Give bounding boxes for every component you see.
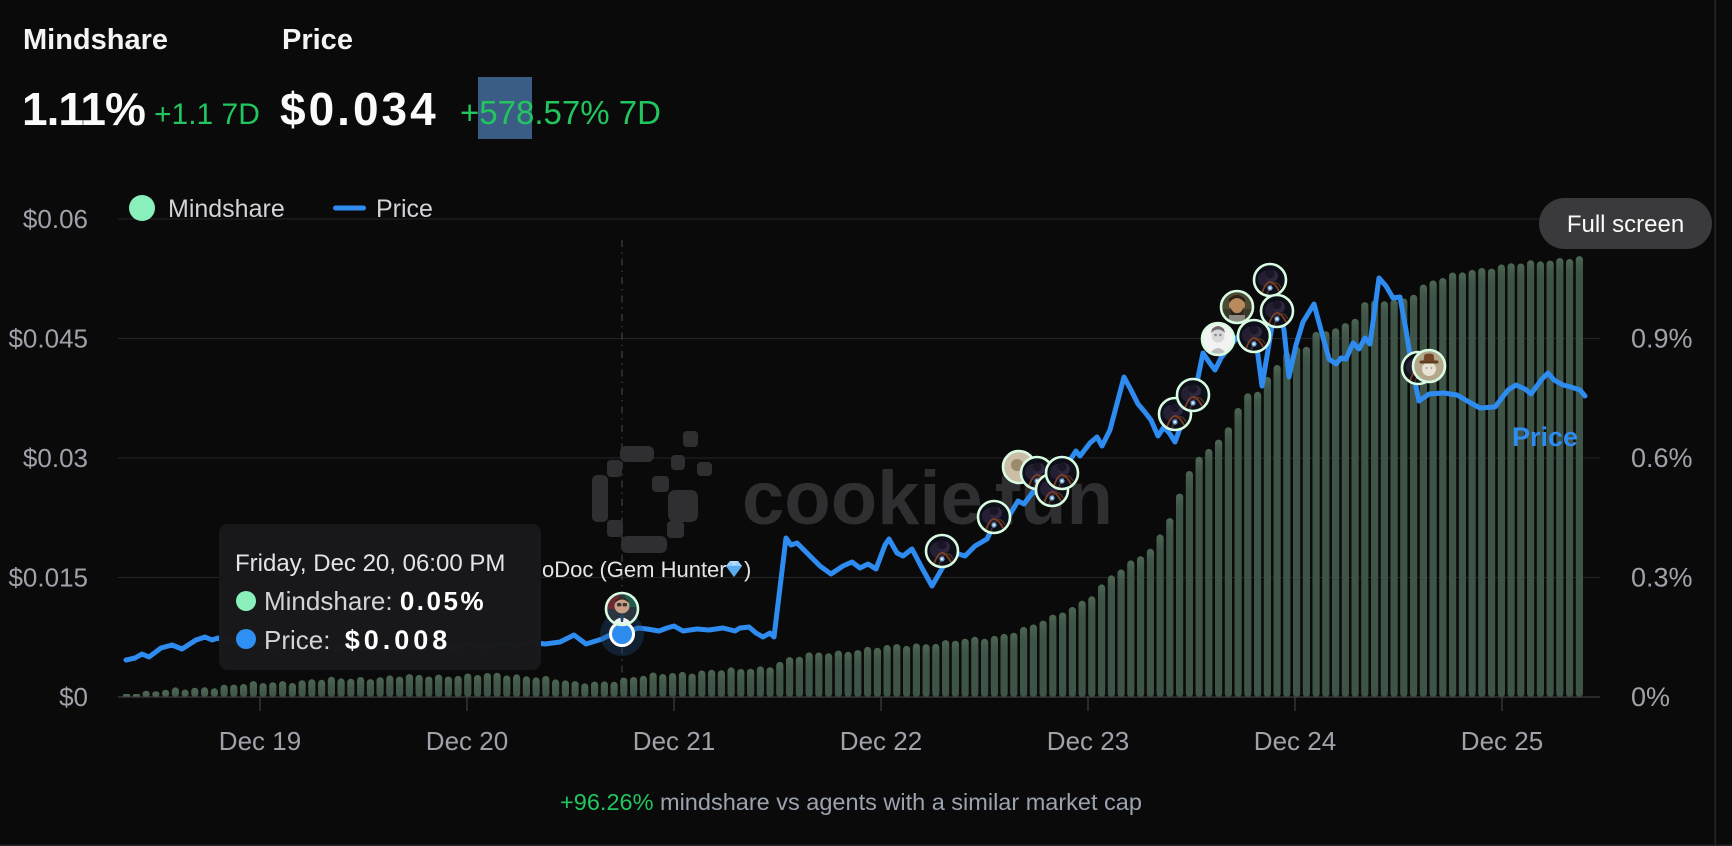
svg-text:Dec 25: Dec 25 <box>1461 726 1543 756</box>
svg-text:0.6%: 0.6% <box>1631 443 1693 473</box>
svg-text:+96.26% mindshare vs agents wi: +96.26% mindshare vs agents with a simil… <box>560 789 1142 815</box>
svg-text:Dec 20: Dec 20 <box>426 726 508 756</box>
svg-text:Price: $0.008: Price: $0.008 <box>264 625 451 655</box>
svg-text:Mindshare: Mindshare <box>168 195 285 223</box>
svg-text:Dec 22: Dec 22 <box>840 726 922 756</box>
svg-text:Dec 24: Dec 24 <box>1254 726 1336 756</box>
svg-text:oDoc (Gem Hunter: oDoc (Gem Hunter <box>542 557 727 582</box>
svg-text:1.11%: 1.11% <box>22 83 145 135</box>
svg-text:0.3%: 0.3% <box>1631 563 1693 593</box>
svg-text:Mindshare: 0.05%: Mindshare: 0.05% <box>264 586 486 616</box>
svg-text:$0.03: $0.03 <box>23 443 88 473</box>
svg-text:Price: Price <box>282 24 353 56</box>
svg-text:$0.015: $0.015 <box>8 563 88 593</box>
svg-text:Price: Price <box>1512 422 1578 452</box>
svg-text:0.9%: 0.9% <box>1631 324 1693 354</box>
svg-text:Dec 21: Dec 21 <box>633 726 715 756</box>
svg-text:Dec 19: Dec 19 <box>219 726 301 756</box>
svg-text:Mindshare: Mindshare <box>23 24 168 56</box>
svg-text:0%: 0% <box>1631 682 1670 712</box>
svg-text:+578.57% 7D: +578.57% 7D <box>460 94 661 131</box>
svg-text:Price: Price <box>376 195 433 223</box>
svg-text:$0: $0 <box>59 682 88 712</box>
svg-text:Friday, Dec 20, 06:00 PM: Friday, Dec 20, 06:00 PM <box>235 550 505 577</box>
svg-text:$0.045: $0.045 <box>8 324 88 354</box>
svg-text:$0.034: $0.034 <box>280 83 439 135</box>
svg-text:): ) <box>744 557 751 582</box>
svg-text:Full screen: Full screen <box>1567 211 1684 238</box>
svg-text:+1.1 7D: +1.1 7D <box>154 98 260 131</box>
svg-text:Dec 23: Dec 23 <box>1047 726 1129 756</box>
svg-text:$0.06: $0.06 <box>23 204 88 234</box>
